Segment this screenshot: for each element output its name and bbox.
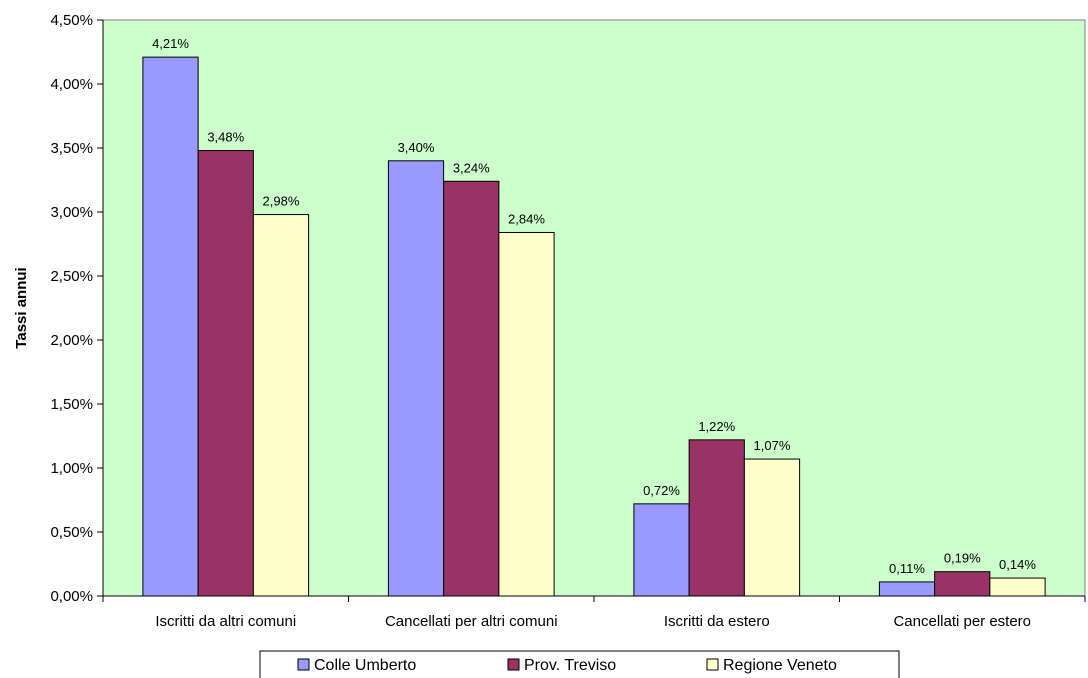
- y-tick-label: 0,00%: [50, 588, 93, 605]
- bar: [743, 458, 801, 597]
- y-tick-label: 3,50%: [50, 140, 93, 157]
- legend-box: [259, 650, 900, 678]
- data-label: 3,40%: [398, 140, 435, 155]
- y-tick-label: 0,50%: [50, 524, 93, 541]
- y-tick-label: 1,50%: [50, 396, 93, 413]
- bar: [197, 150, 254, 597]
- x-axis: Iscritti da altri comuni Cancellati per a…: [102, 595, 1086, 630]
- data-label: 0,72%: [643, 483, 680, 498]
- bar: [252, 214, 310, 597]
- bar: [443, 180, 500, 597]
- bars: [142, 56, 1046, 597]
- legend-swatch: [706, 658, 719, 671]
- bar: [633, 503, 690, 597]
- data-label: 4,21%: [152, 36, 189, 51]
- y-axis: 0,00% 0,50% 1,00% 1,50% 2,00% 2,50% 3,00% 3,50%…: [50, 12, 104, 605]
- y-tick-label: 2,50%: [50, 268, 93, 285]
- data-label: 2,98%: [263, 194, 300, 209]
- legend-label: Colle Umberto: [314, 657, 416, 674]
- y-tick-label: 1,00%: [50, 460, 93, 477]
- data-label: 0,11%: [889, 561, 925, 576]
- bar: [878, 581, 936, 597]
- bar: [387, 160, 445, 597]
- bar: [934, 571, 991, 597]
- legend: Colle Umberto Prov. Treviso Regione Veneto: [259, 650, 900, 678]
- data-label: 2,84%: [508, 211, 545, 226]
- y-tick-label: 3,00%: [50, 204, 93, 221]
- data-label: 1,22%: [698, 419, 735, 434]
- y-tick-label: 4,00%: [50, 76, 93, 93]
- x-category-label: Iscritti da estero: [664, 613, 770, 630]
- legend-swatch: [507, 658, 520, 671]
- x-category-label: Cancellati per altri comuni: [385, 613, 558, 630]
- data-label: 1,07%: [754, 438, 791, 453]
- legend-swatch: [297, 658, 310, 671]
- x-category-label: Cancellati per estero: [893, 613, 1031, 630]
- x-category-label: Iscritti da altri comuni: [155, 613, 296, 630]
- legend-label: Prov. Treviso: [524, 657, 616, 674]
- legend-label: Regione Veneto: [723, 657, 837, 674]
- data-label: 0,14%: [999, 557, 1036, 572]
- data-label: 0,19%: [944, 551, 981, 566]
- y-tick-label: 4,50%: [50, 12, 93, 29]
- data-labels: 4,21% 3,40% 0,72% 0,11% 3,48% 3,24% 1,22% 0,19%…: [152, 36, 1036, 576]
- bar: [142, 56, 199, 597]
- bar: [989, 577, 1046, 597]
- data-label: 3,24%: [453, 160, 490, 175]
- bar: [498, 231, 555, 597]
- y-axis-title: Tassi annui: [13, 267, 30, 348]
- y-tick-label: 2,00%: [50, 332, 93, 349]
- bar: [688, 439, 745, 597]
- data-label: 3,48%: [207, 130, 244, 145]
